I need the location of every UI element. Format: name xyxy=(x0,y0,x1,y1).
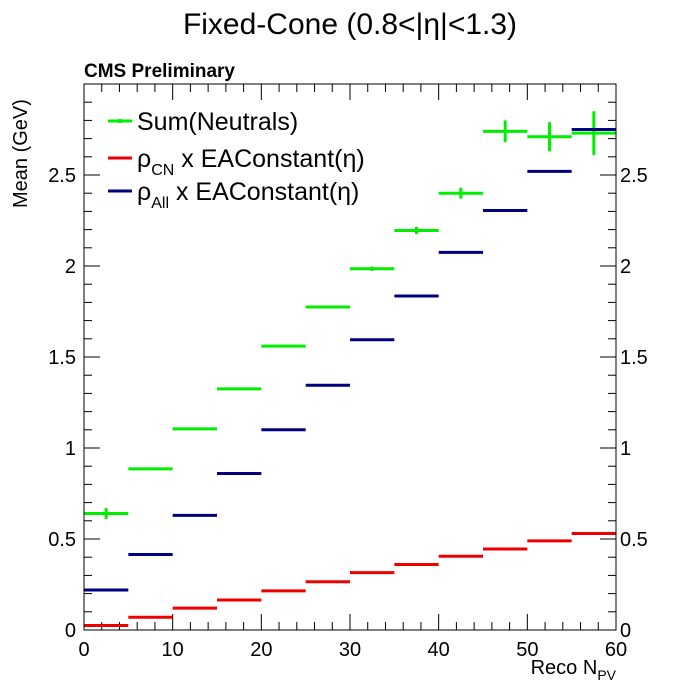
y-tick-label: 1 xyxy=(65,438,76,460)
legend-entry-rho-all: ρAll x EAConstant(η) xyxy=(108,178,359,212)
y-tick-label-right: 1 xyxy=(620,438,631,460)
y-axis-title: Mean (GeV) xyxy=(10,99,32,208)
legend-entry-neutrals: Sum(Neutrals) xyxy=(108,108,298,136)
x-axis-title-sub: PV xyxy=(597,667,616,683)
legend-label: ρCN x EAConstant(η) xyxy=(137,145,365,179)
y-tick-label-right: 2.5 xyxy=(620,165,648,187)
series-neutrals xyxy=(84,111,616,519)
y-tick-label: 2.5 xyxy=(48,165,76,187)
series-rho-cn xyxy=(84,532,616,627)
y-tick-label: 2 xyxy=(65,256,76,278)
series-rho-all xyxy=(84,128,616,592)
legend-entry-rho-cn: ρCN x EAConstant(η) xyxy=(108,145,365,179)
y-tick-label-right: 0 xyxy=(620,620,631,642)
x-axis-title: Reco NPV xyxy=(531,657,617,683)
data-series xyxy=(84,111,616,627)
y-tick-label-right: 1.5 xyxy=(620,347,648,369)
y-tick-label: 0.5 xyxy=(48,529,76,551)
x-axis-title-main: Reco N xyxy=(531,657,598,679)
legend-label: ρAll x EAConstant(η) xyxy=(137,178,359,212)
plot-frame xyxy=(83,83,617,631)
tick-labels: 0 10 20 30 40 50 600 00.5 0.51 11.5 1.52 22.5 2.5 xyxy=(48,165,648,661)
x-tick-label: 50 xyxy=(516,639,538,661)
x-tick-label: 30 xyxy=(339,639,361,661)
x-tick-label: 40 xyxy=(428,639,450,661)
cms-preliminary-label: CMS Preliminary xyxy=(84,61,235,82)
chart-title: Fixed-Cone (0.8<|η|<1.3) xyxy=(183,8,517,41)
x-tick-label: 10 xyxy=(162,639,184,661)
y-tick-label: 1.5 xyxy=(48,347,76,369)
y-tick-label: 0 xyxy=(65,620,76,642)
x-tick-label: 20 xyxy=(250,639,272,661)
legend-label: Sum(Neutrals) xyxy=(137,108,298,136)
y-tick-label-right: 0.5 xyxy=(620,529,648,551)
legend: Sum(Neutrals) ρCN x EAConstant(η)ρAll x E… xyxy=(108,108,365,212)
x-tick-label: 60 xyxy=(605,639,627,661)
x-tick-label: 0 xyxy=(78,639,89,661)
y-tick-label-right: 2 xyxy=(620,256,631,278)
